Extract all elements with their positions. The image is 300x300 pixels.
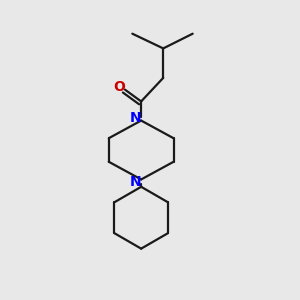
Text: N: N <box>130 175 142 189</box>
Text: N: N <box>130 111 142 125</box>
Text: O: O <box>114 80 126 94</box>
